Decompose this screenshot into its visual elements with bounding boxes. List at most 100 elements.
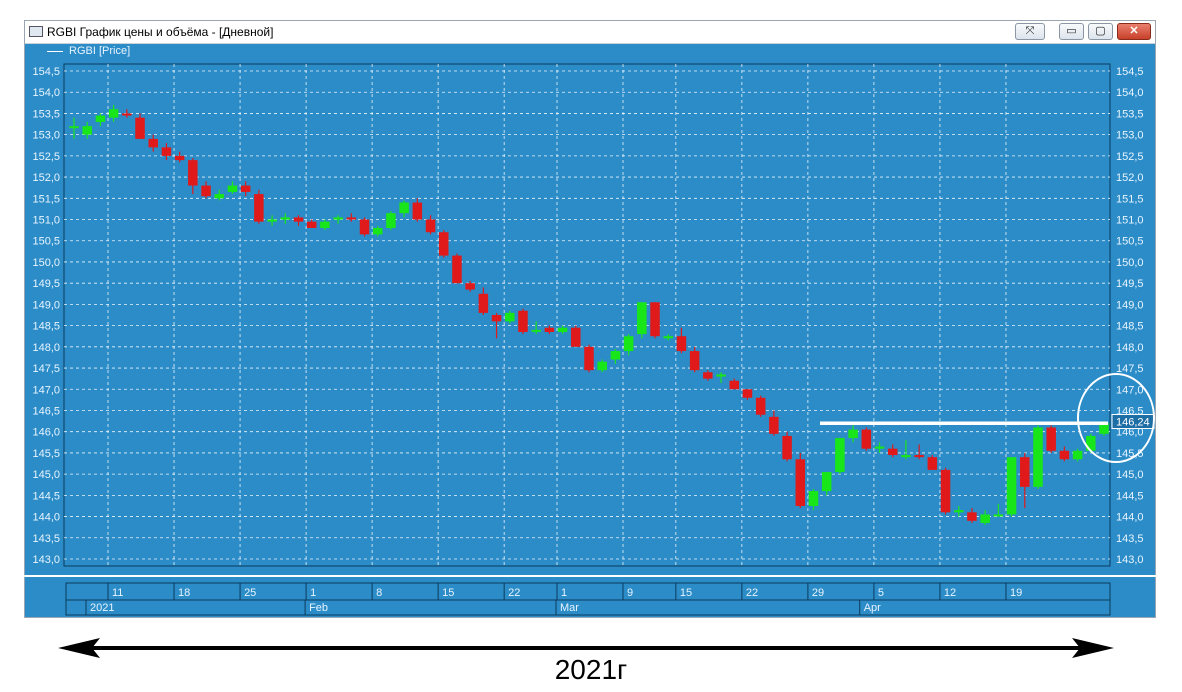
candle-body <box>69 126 79 129</box>
day-tick-label: 8 <box>376 587 382 599</box>
legend-label: RGBI [Price] <box>69 45 131 57</box>
candle-body <box>623 336 634 352</box>
candle-body <box>95 115 106 122</box>
y-tick-label-left: 152,0 <box>32 172 60 184</box>
candle-body <box>835 438 845 473</box>
y-tick-label-right: 151,0 <box>1116 215 1144 227</box>
y-tick-label-left: 149,5 <box>32 278 60 290</box>
candle-body <box>584 346 594 371</box>
candle-body <box>557 327 568 332</box>
last-price-label: 146,24 <box>1116 417 1150 429</box>
y-tick-label-left: 148,5 <box>32 321 60 333</box>
candle-body <box>320 221 330 229</box>
y-tick-label-right: 147,5 <box>1116 363 1144 375</box>
candle-body <box>491 315 502 322</box>
maximize-button[interactable]: ▢ <box>1088 23 1113 40</box>
y-tick-label-right: 144,0 <box>1116 512 1144 524</box>
candle-body <box>227 185 238 192</box>
candle-body <box>161 147 172 156</box>
candle-body <box>122 113 132 116</box>
y-tick-label-left: 147,0 <box>32 384 60 396</box>
y-tick-label-left: 151,5 <box>32 193 60 205</box>
title-bar: RGBI График цены и объёма - [Дневной] ⤧ … <box>25 21 1155 44</box>
highlight-circle <box>1077 373 1155 463</box>
legend-swatch <box>47 50 63 52</box>
y-tick-label-left: 152,5 <box>32 151 60 163</box>
y-tick-label-left: 145,5 <box>32 448 60 460</box>
candle-body <box>848 429 858 439</box>
y-tick-label-right: 150,5 <box>1116 236 1144 248</box>
y-tick-label-left: 144,5 <box>32 490 60 502</box>
y-tick-label-left: 147,5 <box>32 363 60 375</box>
window-title: RGBI График цены и объёма - [Дневной] <box>47 25 274 39</box>
candle-body <box>597 361 607 371</box>
y-tick-label-left: 150,0 <box>32 257 60 269</box>
candle-body <box>703 372 713 379</box>
y-tick-label-right: 152,0 <box>1116 172 1144 184</box>
candle-body <box>359 219 370 235</box>
time-arrow-right-head <box>1072 638 1114 658</box>
y-tick-label-right: 152,5 <box>1116 151 1144 163</box>
day-tick-label: 5 <box>878 587 884 599</box>
candle-body <box>1099 423 1109 434</box>
candle-body <box>1046 427 1056 451</box>
candle-body <box>953 510 964 513</box>
candle-body <box>808 491 819 506</box>
month-tick-label: 2021 <box>90 602 114 614</box>
month-tick-label: Apr <box>864 602 881 614</box>
close-button[interactable]: ✕ <box>1117 23 1151 40</box>
candle-body <box>518 310 528 332</box>
candle-body <box>769 416 779 434</box>
candle-body <box>372 228 383 235</box>
y-tick-label-left: 143,5 <box>32 533 60 545</box>
candle-body <box>214 194 225 199</box>
y-tick-label-right: 143,0 <box>1116 554 1144 566</box>
candle-body <box>571 327 581 347</box>
y-tick-label-right: 153,0 <box>1116 130 1144 142</box>
candle-body <box>174 155 185 161</box>
y-tick-label-right: 143,5 <box>1116 533 1144 545</box>
candle-body <box>386 213 396 229</box>
y-tick-label-right: 150,0 <box>1116 257 1144 269</box>
candle-body <box>980 514 990 523</box>
month-axis-row <box>65 599 1111 616</box>
day-tick-label: 1 <box>561 587 567 599</box>
candle-body <box>689 351 700 371</box>
day-tick-label: 18 <box>178 587 190 599</box>
candle-body <box>188 160 198 186</box>
candle-body <box>940 469 951 513</box>
y-tick-label-right: 153,5 <box>1116 108 1144 120</box>
minimize-button[interactable]: ▭ <box>1059 23 1084 40</box>
y-tick-label-left: 149,0 <box>32 299 60 311</box>
y-tick-label-right: 148,0 <box>1116 342 1144 354</box>
day-tick-label: 11 <box>112 587 123 599</box>
candle-body <box>795 459 806 506</box>
candle-body <box>993 514 1004 517</box>
candle-body <box>874 446 885 449</box>
candle-body <box>610 351 621 360</box>
candle-body <box>531 329 541 332</box>
day-tick-label: 19 <box>1010 587 1022 599</box>
candle-body <box>412 202 423 220</box>
candle-body <box>293 217 304 222</box>
plot-area <box>63 63 1111 567</box>
candle-body <box>729 380 740 390</box>
candle-body <box>663 336 673 339</box>
day-tick-label: 12 <box>944 587 956 599</box>
legend: RGBI [Price] <box>47 45 130 57</box>
candle-body <box>148 138 158 148</box>
day-tick-label: 29 <box>812 587 824 599</box>
candle-body <box>716 374 726 377</box>
candle-body <box>1086 435 1096 451</box>
y-tick-label-right: 145,5 <box>1116 448 1144 460</box>
candle-body <box>861 429 872 449</box>
y-tick-label-left: 143,0 <box>32 554 60 566</box>
y-tick-label-right: 145,0 <box>1116 469 1144 481</box>
pin-button[interactable]: ⤧ <box>1015 23 1045 40</box>
candle-body <box>438 232 449 256</box>
day-tick-label: 1 <box>310 587 316 599</box>
y-tick-label-left: 154,5 <box>32 66 60 78</box>
y-tick-label-left: 154,0 <box>32 87 60 99</box>
y-tick-label-left: 151,0 <box>32 215 60 227</box>
